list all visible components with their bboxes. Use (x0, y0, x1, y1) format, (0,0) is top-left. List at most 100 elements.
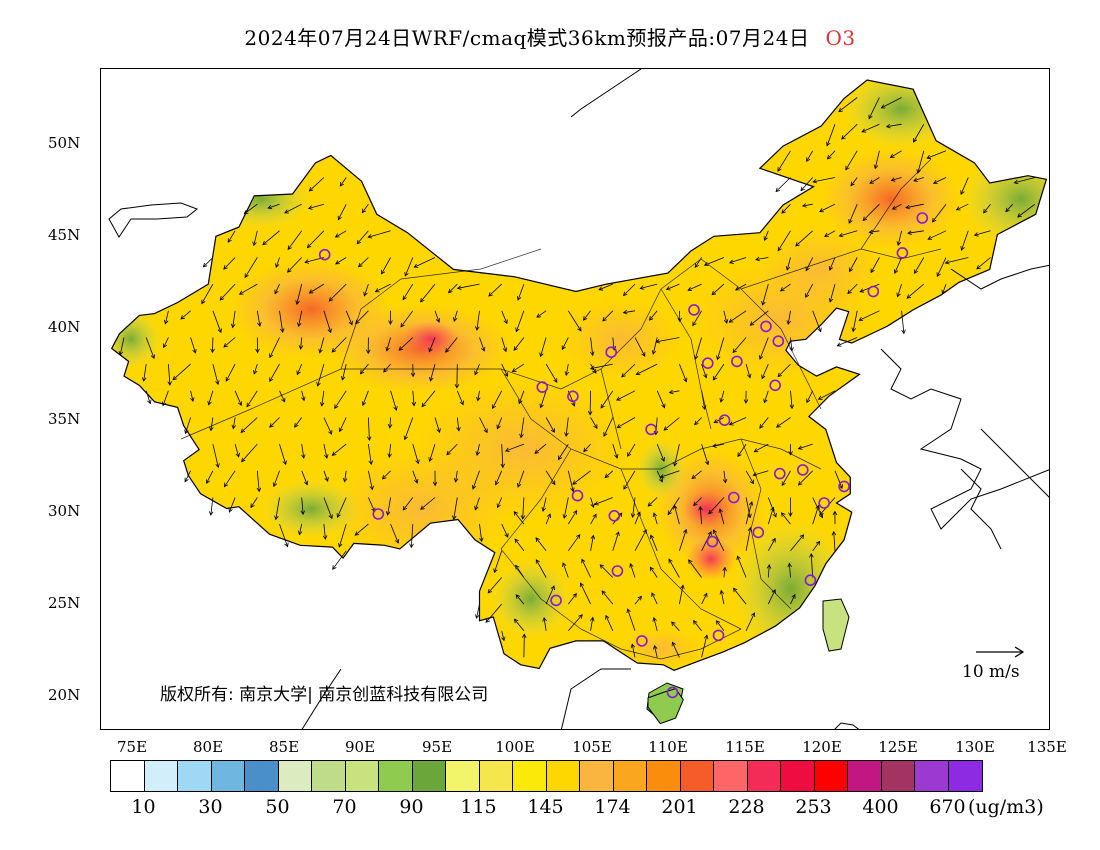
legend-swatch (747, 761, 781, 791)
wind-arrow-head (354, 531, 360, 536)
wind-arrow-head (712, 443, 717, 448)
wind-arrow (505, 443, 525, 452)
wind-arrow-head (231, 424, 237, 430)
wind-arrow-head (749, 479, 754, 485)
wind-arrow (540, 337, 547, 357)
wind-arrow (701, 593, 708, 605)
wind-arrow (754, 443, 769, 453)
wind-arrow (540, 390, 547, 408)
legend-swatch (446, 761, 480, 791)
wind-arrow (545, 363, 558, 383)
wind-arrow (335, 257, 347, 265)
wind-arrow-head (323, 454, 329, 459)
wind-arrow (848, 204, 858, 224)
wind-arrow (612, 531, 619, 551)
wind-arrow-head (819, 208, 824, 213)
wind-arrow (479, 417, 488, 433)
wind-arrow-head (648, 316, 654, 321)
legend-label: 30 (198, 796, 223, 818)
wind-arrow-head (295, 300, 300, 306)
wind-arrow-head (496, 424, 501, 430)
wind-arrow-head (630, 643, 636, 649)
wind-arrow (494, 550, 503, 573)
wind-arrow-head (759, 355, 764, 360)
wind-arrow (907, 230, 924, 234)
site-marker (645, 423, 657, 436)
site-marker (688, 304, 700, 316)
wind-arrow-head (862, 216, 868, 222)
wind-arrow-head (799, 534, 805, 539)
wind-arrow (368, 497, 376, 512)
wind-arrow (567, 510, 578, 525)
wind-arrow (562, 562, 569, 578)
wind-arrow-head (817, 327, 822, 333)
wind-arrow (208, 390, 214, 405)
wind-arrow-head (927, 235, 933, 240)
wind-arrow-head (361, 401, 367, 407)
wind-arrow (203, 257, 214, 268)
wind-arrow-head (828, 298, 834, 303)
wind-arrow (892, 203, 902, 210)
wind-arrow-head (328, 296, 334, 302)
wind-arrow (833, 531, 836, 551)
wind-arrow-head (184, 477, 189, 483)
wind-arrow-head (398, 346, 404, 351)
wind-arrow (360, 363, 369, 375)
wind-arrow (317, 363, 325, 387)
wind-arrow (543, 617, 547, 631)
wind-arrow (412, 390, 415, 406)
wind-arrow (764, 390, 769, 403)
wind-arrow (402, 497, 414, 511)
wind-arrow (890, 150, 902, 158)
wind-arrow-head (365, 349, 371, 355)
wind-arrow (185, 417, 191, 434)
wind-arrow (344, 470, 347, 482)
wind-arrow-head (789, 347, 794, 352)
lon-label-100e: 100E (495, 738, 535, 756)
wind-arrow-head (388, 320, 393, 325)
wind-arrow (210, 417, 214, 431)
wind-arrow (798, 470, 813, 486)
wind-arrow (387, 497, 391, 516)
wind-arrow-head (415, 459, 420, 465)
wind-arrow (827, 150, 836, 160)
wind-arrow (300, 337, 303, 350)
wind-arrow-head (906, 294, 912, 299)
wind-arrow (563, 497, 569, 519)
wind-arrow-head (223, 265, 228, 270)
wind-arrow-head (279, 328, 285, 334)
wind-arrow (636, 363, 658, 375)
wind-arrow-head (504, 372, 509, 377)
wind-arrow-head (655, 339, 661, 344)
wind-arrow (905, 203, 924, 209)
wind-arrow (767, 538, 776, 551)
wind-arrow (1014, 177, 1036, 184)
wind-arrow (501, 337, 507, 352)
legend-swatch (915, 761, 949, 791)
wind-arrow-head (500, 463, 505, 469)
wind-arrow (583, 310, 591, 321)
wind-arrow-head (601, 590, 606, 595)
wind-arrow (818, 390, 836, 400)
wind-arrow (729, 310, 747, 323)
legend-swatch (111, 761, 145, 791)
wind-arrow-head (647, 502, 653, 507)
wind-arrow-head (515, 327, 520, 333)
wind-arrow (381, 257, 391, 275)
wind-arrow (604, 470, 614, 478)
wind-arrow (334, 390, 347, 409)
wind-arrow (723, 310, 728, 324)
wind-arrow (488, 283, 502, 297)
wind-arrow-head (659, 474, 665, 479)
wind-arrow (495, 470, 503, 485)
wind-arrow (269, 337, 280, 358)
wind-arrow (927, 230, 947, 240)
wind-arrow-head (847, 289, 852, 295)
wind-arrow-head (394, 538, 400, 544)
wind-arrow (800, 177, 813, 191)
wind-arrow (382, 470, 391, 480)
wind-arrow (732, 337, 747, 353)
wind-arrow (767, 497, 777, 518)
wind-arrow-head (202, 262, 208, 268)
wind-arrow-head (238, 290, 244, 295)
